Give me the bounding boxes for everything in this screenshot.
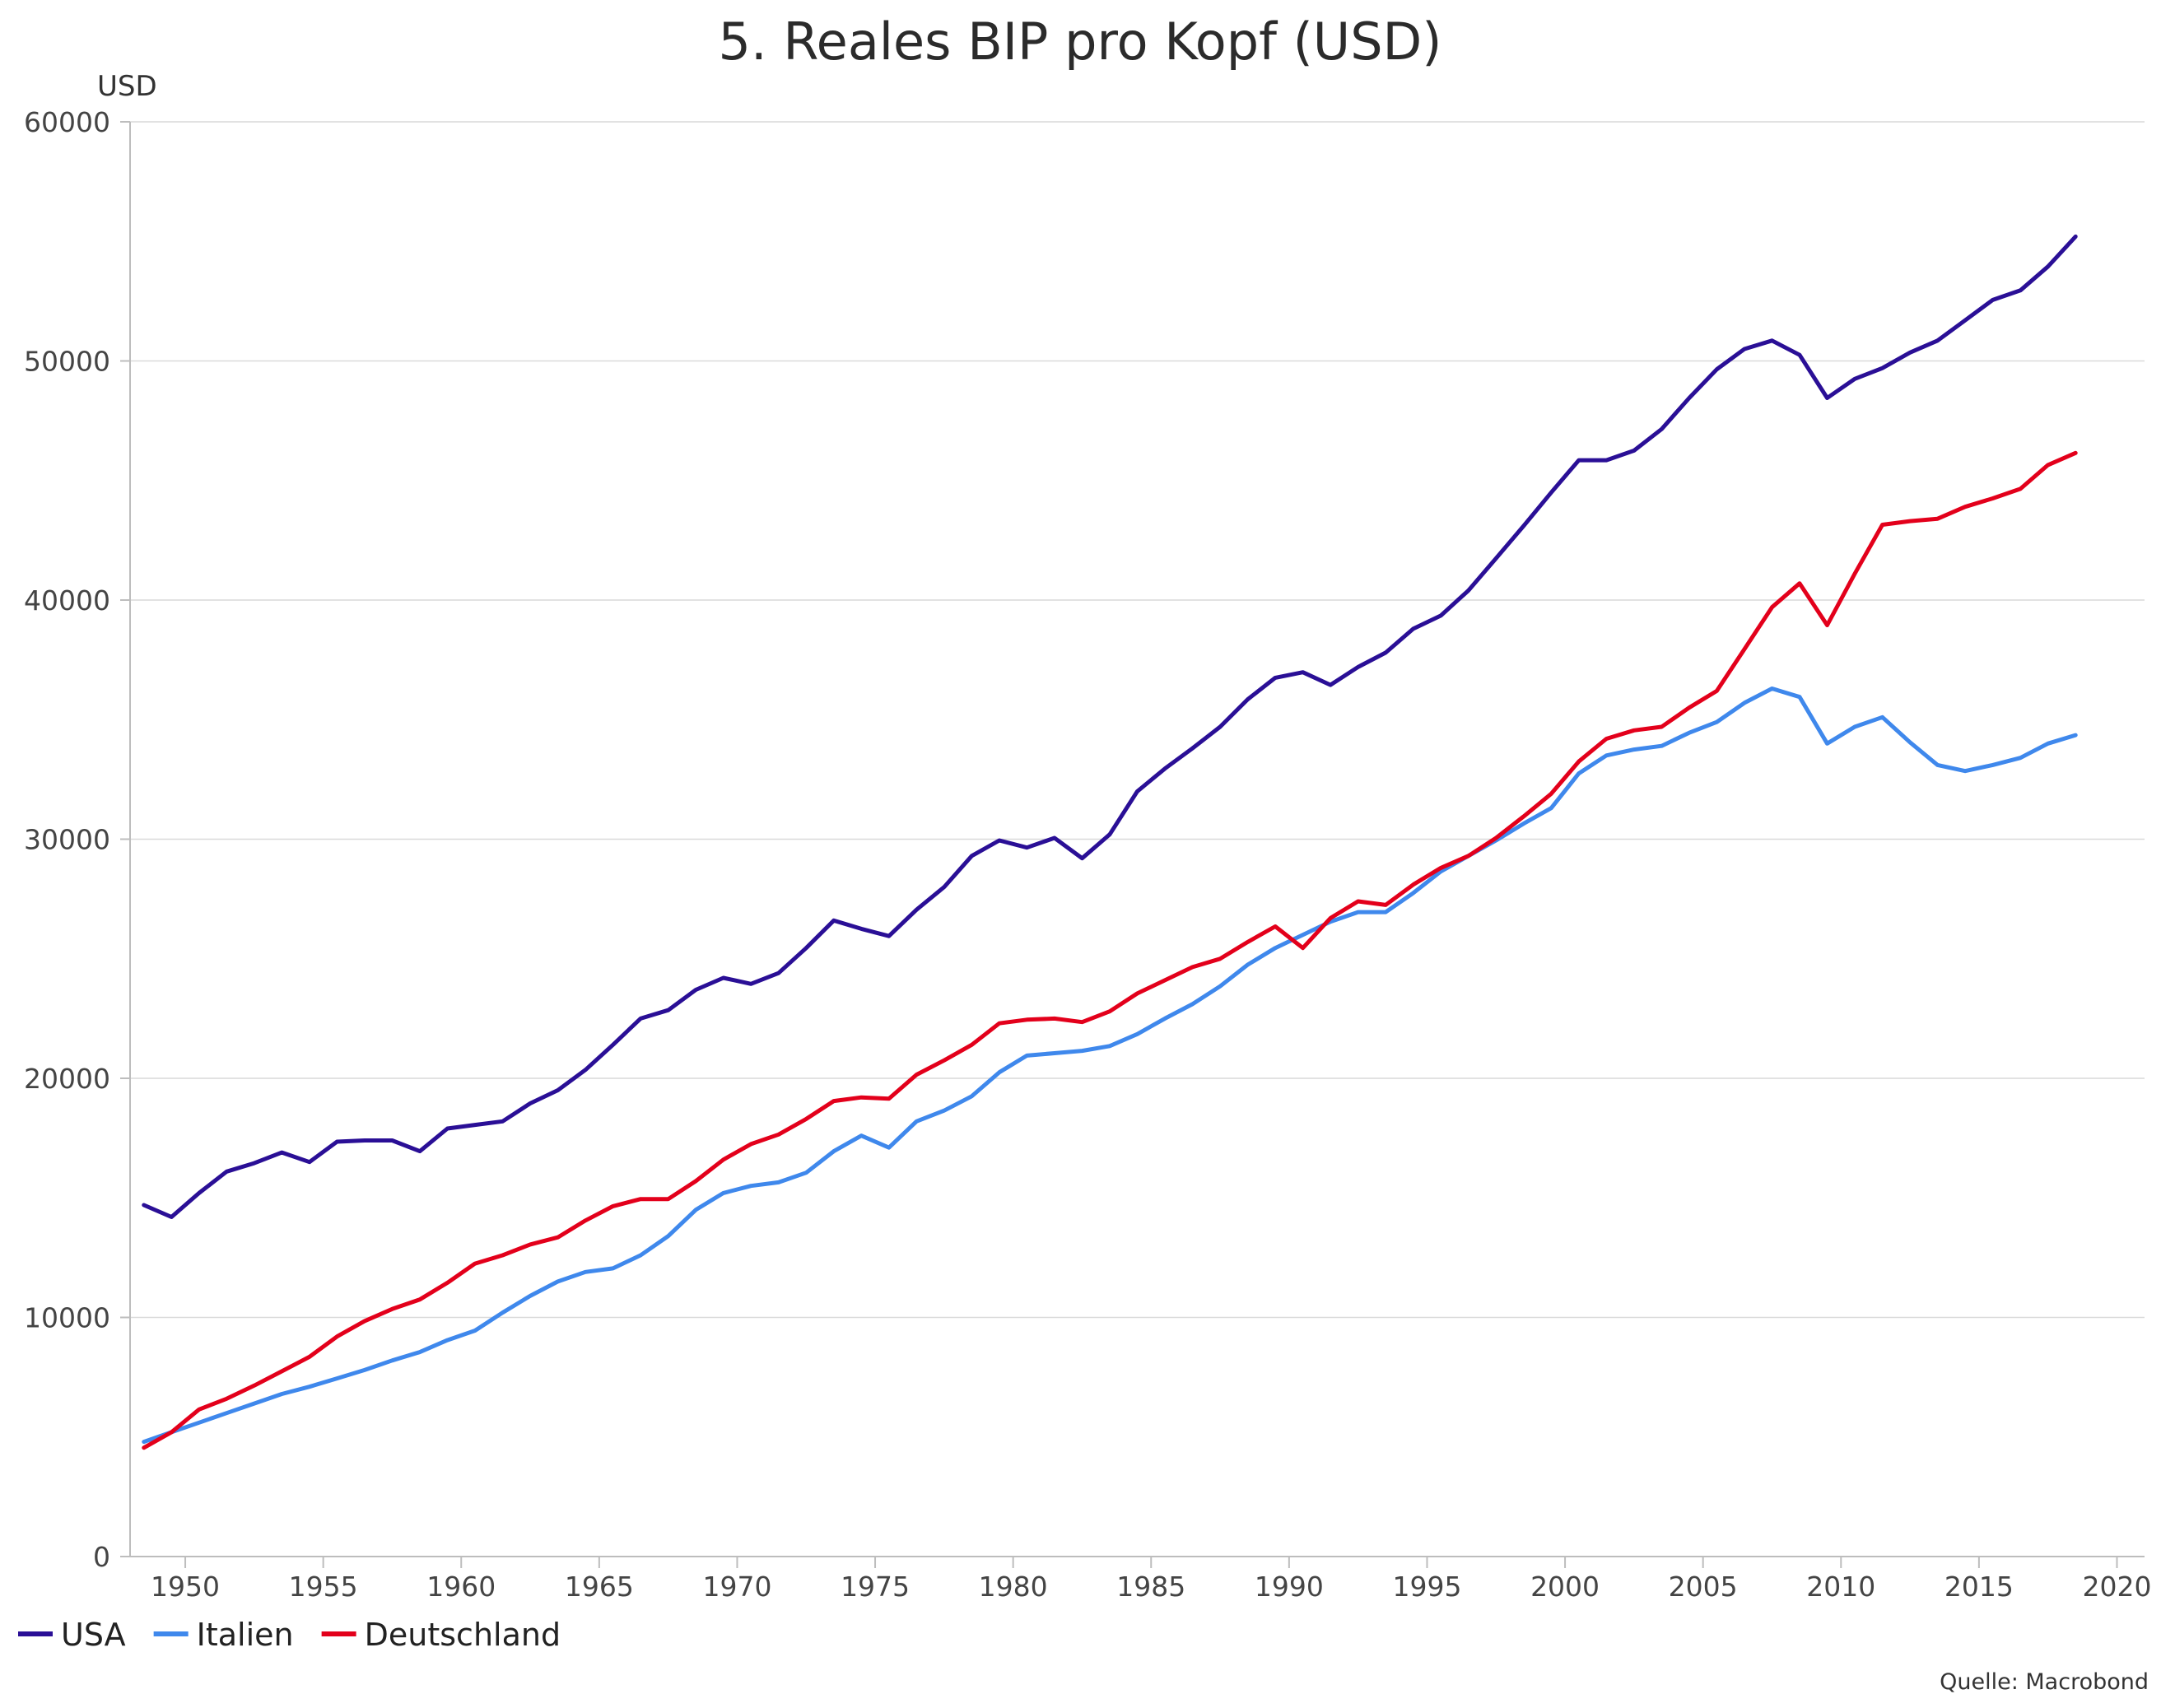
source-note: Quelle: Macrobond [1940, 1669, 2149, 1695]
x-tick-label-1970: 1970 [702, 1571, 771, 1603]
y-tick-label-60000: 60000 [24, 106, 110, 138]
x-tick-label-2005: 2005 [1669, 1571, 1738, 1603]
y-tick-labels: 0 10000 20000 30000 40000 50000 60000 [24, 106, 130, 1573]
x-tick-label-2015: 2015 [1944, 1571, 2014, 1603]
grid [130, 121, 2145, 1319]
x-tick-label-1985: 1985 [1116, 1571, 1185, 1603]
y-axis-unit: USD [97, 70, 157, 103]
series-line-usa [142, 234, 2078, 1219]
y-tick-label-10000: 10000 [24, 1302, 110, 1334]
x-tick-label-1965: 1965 [565, 1571, 634, 1603]
x-tick-label-2010: 2010 [1806, 1571, 1875, 1603]
y-tick-label-30000: 30000 [24, 824, 110, 856]
x-tick-label-2000: 2000 [1530, 1571, 1600, 1603]
y-tick-label-40000: 40000 [24, 584, 110, 617]
y-tick-label-50000: 50000 [24, 346, 110, 378]
series-line-italien [142, 686, 2078, 1445]
x-tick-label-1980: 1980 [979, 1571, 1048, 1603]
y-tick-label-20000: 20000 [24, 1063, 110, 1095]
x-tick-label-1975: 1975 [841, 1571, 910, 1603]
x-tick-label-1990: 1990 [1255, 1571, 1324, 1603]
x-tick-label-2020: 2020 [2082, 1571, 2151, 1603]
legend-label-usa: USA [61, 1617, 126, 1653]
chart-title: 5. Reales BIP pro Kopf (USD) [719, 12, 1442, 72]
x-tick-label-1950: 1950 [151, 1571, 220, 1603]
x-tick-label-1955: 1955 [289, 1571, 358, 1603]
series-lines [142, 234, 2078, 1450]
y-tick-label-0: 0 [93, 1541, 110, 1573]
x-tick-labels: 1950 1955 1960 1965 1970 1975 1980 1985 1990 1995… [151, 1557, 2151, 1603]
legend: USA Italien Deutschland [18, 1617, 561, 1653]
series-line-deutschland [142, 450, 2078, 1450]
legend-label-italien: Italien [197, 1617, 294, 1653]
legend-label-deutschland: Deutschland [365, 1617, 561, 1653]
x-tick-label-1995: 1995 [1392, 1571, 1461, 1603]
x-tick-label-1960: 1960 [426, 1571, 496, 1603]
